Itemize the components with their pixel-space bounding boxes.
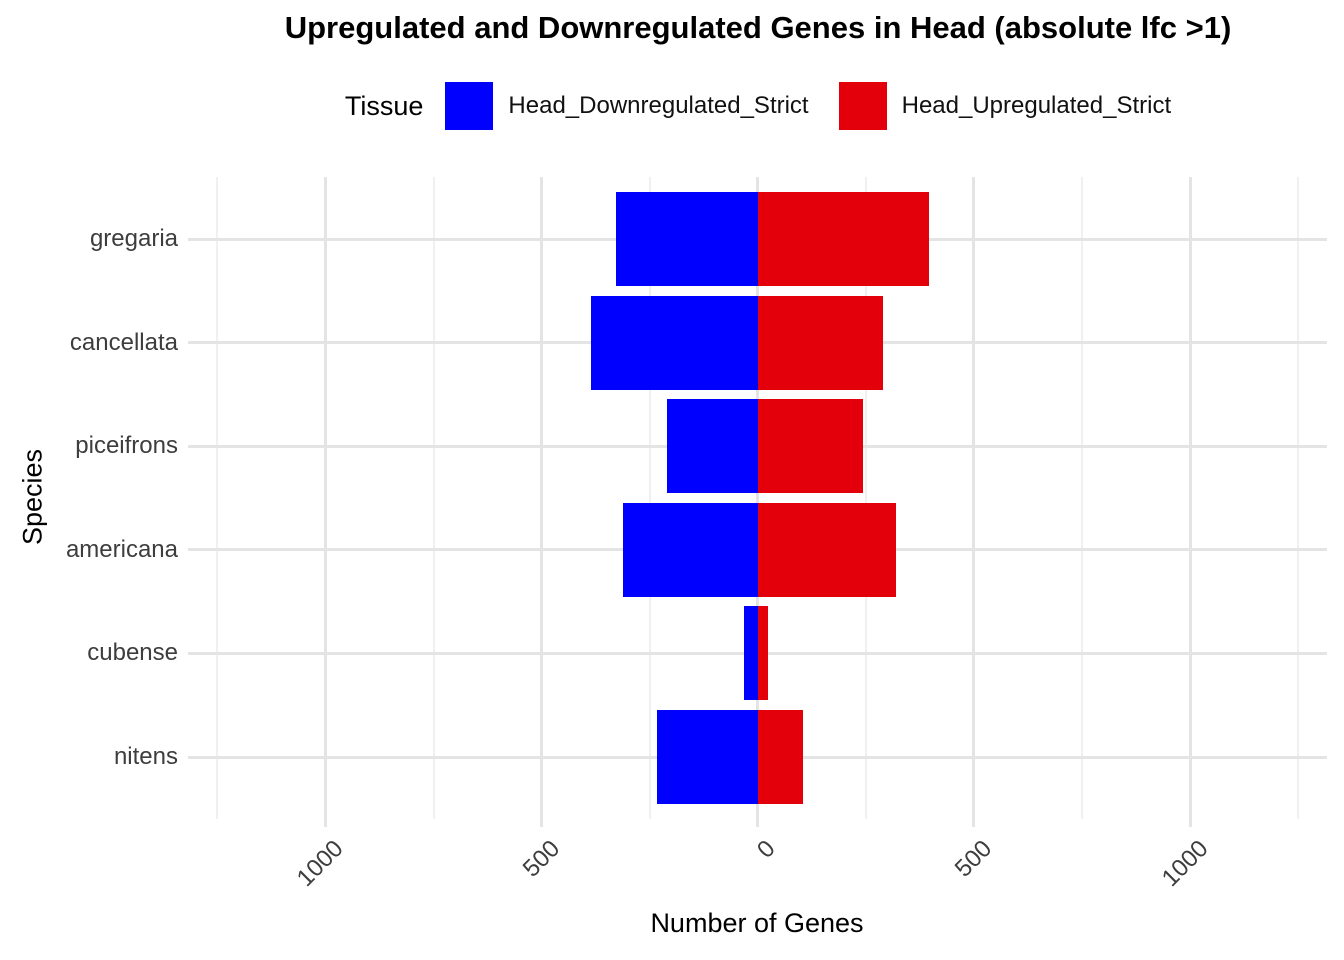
legend-key-downregulated: Head_Downregulated_Strict (445, 82, 809, 130)
x-tick-label: 500 (517, 835, 565, 883)
gridline-minor-vertical (432, 177, 435, 819)
bar-upregulated-americana (757, 502, 897, 597)
x-axis-tick (1188, 819, 1192, 827)
x-tick-label: 0 (752, 835, 781, 864)
legend-key-upregulated: Head_Upregulated_Strict (838, 82, 1172, 130)
gridline-major-vertical (540, 177, 544, 819)
legend-swatch-downregulated-icon (445, 82, 494, 130)
x-axis-title: Number of Genes (650, 908, 864, 938)
x-axis-tick (540, 819, 544, 827)
gridline-minor-vertical (864, 177, 867, 819)
bar-downregulated-americana (623, 502, 758, 597)
x-axis-tick (756, 819, 760, 827)
bar-downregulated-piceifrons (666, 399, 758, 494)
legend-label-upregulated: Head_Upregulated_Strict (901, 92, 1172, 119)
chart-title: Upregulated and Downregulated Genes in H… (284, 10, 1232, 45)
bar-downregulated-gregaria (615, 192, 758, 286)
gridline-major-vertical (1188, 177, 1192, 819)
bar-upregulated-gregaria (757, 192, 929, 286)
x-tick-label: 1000 (291, 835, 349, 892)
y-tick-label-nitens: nitens (113, 743, 178, 770)
legend-title: Tissue (344, 90, 424, 121)
y-tick-label-gregaria: gregaria (89, 225, 178, 252)
gridline-minor-vertical (648, 177, 651, 819)
y-tick-label-cubense: cubense (87, 639, 178, 667)
gridline-minor-vertical (1080, 177, 1083, 819)
bar-downregulated-cubense (743, 606, 758, 701)
x-axis-tick (972, 819, 976, 827)
y-tick-label-piceifrons: piceifrons (75, 432, 178, 460)
gridline-major-vertical (972, 177, 976, 819)
y-tick-label-americana: americana (65, 535, 178, 563)
gridline-minor-vertical (1297, 177, 1299, 819)
bar-upregulated-cubense (757, 606, 769, 701)
x-tick-label: 500 (949, 835, 998, 883)
gridline-major-vertical (756, 177, 760, 819)
gridline-major-vertical (324, 177, 327, 819)
x-tick-label: 1000 (1156, 835, 1214, 892)
gridline-minor-vertical (216, 177, 219, 819)
legend-label-downregulated: Head_Downregulated_Strict (508, 92, 809, 119)
bar-downregulated-nitens (656, 710, 758, 804)
x-axis-tick (324, 819, 327, 827)
bar-upregulated-nitens (757, 710, 803, 804)
legend: Tissue Head_Downregulated_Strict Head_Up… (0, 74, 1344, 138)
y-tick-label-cancellata: cancellata (69, 328, 178, 356)
bar-downregulated-cancellata (590, 295, 758, 390)
bar-upregulated-piceifrons (757, 399, 864, 494)
legend-swatch-upregulated-icon (838, 82, 887, 130)
bar-upregulated-cancellata (757, 295, 884, 390)
